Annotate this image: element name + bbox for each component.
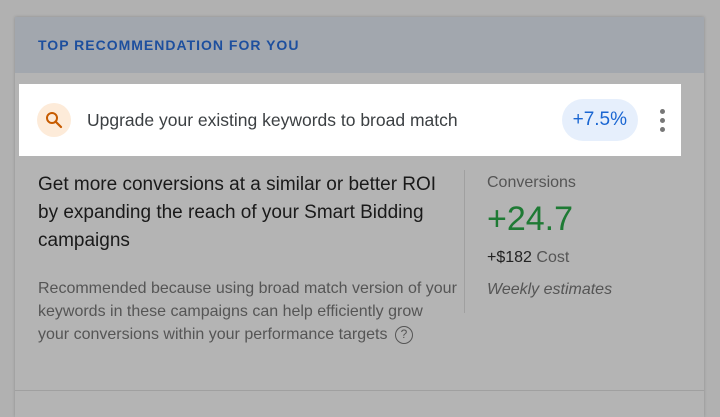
recommendation-description: Recommended because using broad match ve… <box>38 277 458 346</box>
cost-stat: +$182 Cost <box>487 249 612 267</box>
uplift-badge: +7.5% <box>561 99 638 141</box>
estimate-note: Weekly estimates <box>487 281 613 298</box>
recommendation-card: TOP RECOMMENDATION FOR YOU Upgrade your … <box>15 17 704 417</box>
card-header: TOP RECOMMENDATION FOR YOU <box>15 17 704 73</box>
bottom-divider <box>15 390 704 391</box>
help-icon[interactable]: ? <box>394 325 413 344</box>
cost-label: Cost <box>536 249 570 266</box>
stat-label: Conversions <box>487 174 576 191</box>
vertical-divider <box>464 170 465 313</box>
description-text: Recommended because using broad match ve… <box>38 280 457 343</box>
search-icon <box>37 103 71 137</box>
stat-value: +24.7 <box>487 200 574 238</box>
stats-panel: Conversions +24.7 +$182 Cost Weekly esti… <box>487 174 612 299</box>
recommendation-title: Get more conversions at a similar or bet… <box>38 174 437 251</box>
recommendation-text: Upgrade your existing keywords to broad … <box>87 109 458 130</box>
cost-value: +$182 <box>487 249 532 266</box>
card-header-title: TOP RECOMMENDATION FOR YOU <box>38 37 300 53</box>
recommendation-row[interactable]: Upgrade your existing keywords to broad … <box>19 84 681 156</box>
more-vert-icon[interactable] <box>647 108 677 132</box>
